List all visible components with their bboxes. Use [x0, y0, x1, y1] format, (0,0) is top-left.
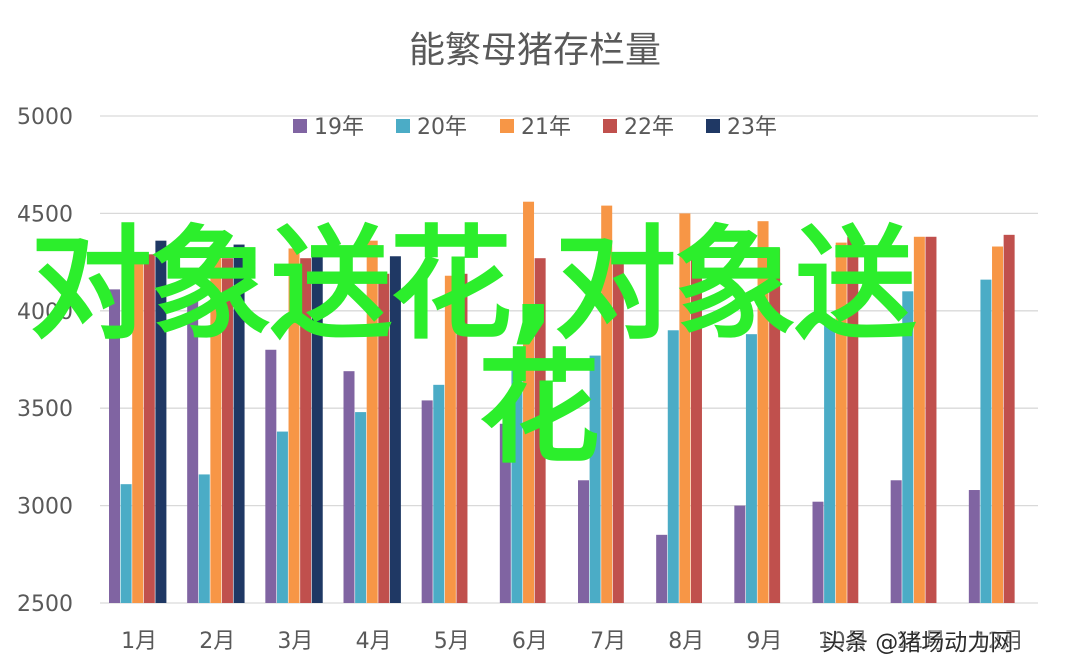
- legend-swatch: [500, 119, 514, 133]
- y-tick-label: 4500: [17, 202, 73, 227]
- bar: [389, 256, 401, 603]
- x-tick-label: 10月: [818, 629, 868, 654]
- bar: [366, 240, 378, 603]
- bar: [847, 236, 859, 603]
- watermark: 头条 @猪场动力网: [822, 630, 1014, 656]
- bar: [578, 480, 589, 603]
- y-tick-label: 4000: [17, 300, 73, 325]
- bar: [210, 252, 222, 604]
- bar: [902, 291, 914, 603]
- bar: [499, 423, 511, 603]
- bar: [769, 248, 781, 604]
- bar: [343, 371, 355, 603]
- bar: [690, 248, 702, 604]
- legend: 19年 20年 21年 22年 23年: [293, 115, 777, 140]
- bar: [835, 242, 847, 603]
- bar: [534, 258, 546, 603]
- bar: [265, 349, 277, 603]
- bar: [757, 221, 769, 603]
- bar: [433, 384, 445, 603]
- x-tick-label: 6月: [512, 629, 548, 654]
- bar: [221, 258, 233, 603]
- y-axis: 2500 3000 3500 4000 4500 5000: [17, 105, 73, 617]
- x-tick-label: 3月: [277, 629, 313, 654]
- bar: [913, 236, 925, 603]
- bar: [612, 252, 624, 604]
- x-tick-label: 12月: [974, 629, 1024, 654]
- bar: [511, 361, 523, 603]
- bar: [444, 275, 456, 603]
- y-tick-label: 2500: [17, 592, 73, 617]
- x-tick-label: 5月: [434, 629, 470, 654]
- legend-label: 19年: [314, 115, 364, 140]
- bar: [109, 289, 120, 603]
- bar: [667, 330, 679, 603]
- bar: [421, 400, 433, 603]
- bar: [745, 334, 757, 603]
- bar: [589, 355, 601, 603]
- bar: [890, 480, 902, 603]
- bar: [992, 246, 1004, 604]
- bar: [1003, 234, 1015, 603]
- legend-label: 22年: [624, 115, 674, 140]
- legend-swatch: [706, 119, 720, 133]
- bar: [276, 431, 288, 603]
- bar: [187, 301, 199, 603]
- bar: [288, 248, 300, 604]
- legend-label: 20年: [417, 115, 467, 140]
- bar: [143, 254, 155, 604]
- bar: [734, 505, 746, 603]
- gridlines: [100, 115, 1038, 604]
- bar: [523, 201, 535, 603]
- bar: [155, 240, 167, 603]
- x-tick-label: 7月: [590, 629, 626, 654]
- bar: [679, 213, 691, 603]
- bar: [601, 205, 613, 603]
- bar: [812, 501, 824, 603]
- x-tick-label: 11月: [896, 629, 946, 654]
- legend-swatch: [396, 119, 410, 133]
- x-tick-label: 2月: [199, 629, 235, 654]
- x-tick-label: 8月: [668, 629, 704, 654]
- y-tick-label: 5000: [17, 105, 73, 130]
- legend-swatch: [293, 119, 307, 133]
- y-tick-label: 3500: [17, 397, 73, 422]
- legend-swatch: [603, 119, 617, 133]
- bar: [311, 252, 323, 604]
- bar: [656, 534, 668, 603]
- bars: [109, 201, 1015, 604]
- bar: [355, 412, 367, 603]
- x-tick-label: 9月: [746, 629, 782, 654]
- bar: [120, 484, 132, 603]
- bar: [233, 244, 245, 603]
- bar: [456, 273, 468, 603]
- legend-label: 21年: [521, 115, 571, 140]
- bar: [300, 258, 312, 603]
- bar: [925, 236, 937, 603]
- y-tick-label: 3000: [17, 495, 73, 520]
- x-tick-label: 1月: [121, 629, 157, 654]
- bar: [980, 279, 992, 603]
- bar: [198, 474, 210, 603]
- x-axis: 1月 2月 3月 4月 5月 6月 7月 8月 9月 10月 11月 12月: [121, 629, 1024, 654]
- bar: [378, 273, 390, 603]
- bar: [824, 318, 836, 603]
- x-tick-label: 4月: [356, 629, 392, 654]
- bar: [132, 254, 144, 604]
- chart-title: 能繁母猪存栏量: [409, 30, 661, 71]
- legend-label: 23年: [727, 115, 777, 140]
- bar: [968, 490, 980, 603]
